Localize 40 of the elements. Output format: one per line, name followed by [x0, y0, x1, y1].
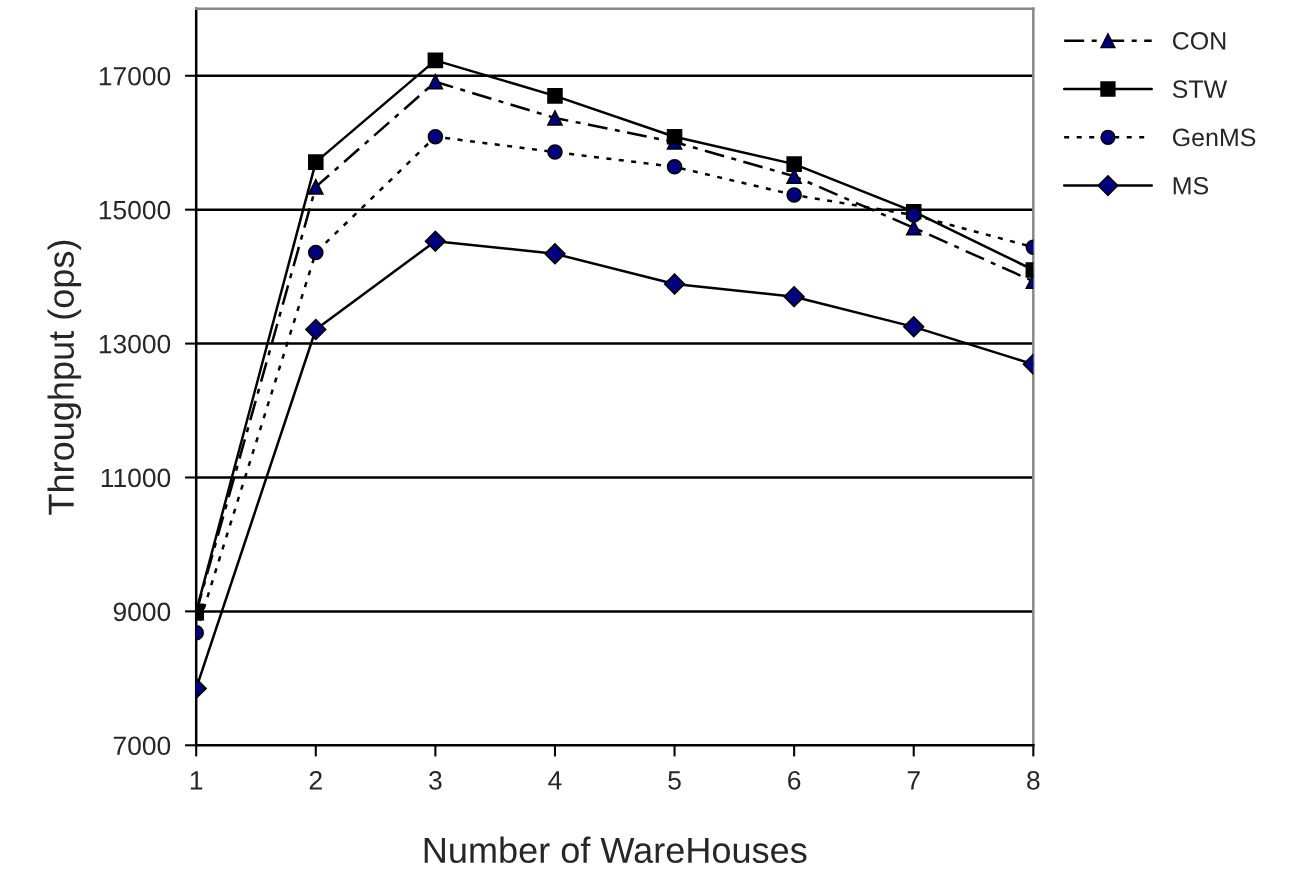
y-tick-label: 11000	[101, 468, 171, 488]
x-tick-label: 2	[309, 770, 322, 790]
point	[547, 110, 563, 126]
point	[427, 74, 444, 90]
point	[308, 244, 324, 261]
x-tick-label: 1	[190, 771, 203, 790]
x-tick-label: 6	[788, 770, 801, 790]
point	[305, 318, 327, 341]
point	[663, 273, 686, 295]
x-tick-label: 7	[907, 771, 920, 790]
point	[666, 128, 683, 145]
y-tick-label: 9000	[113, 602, 171, 622]
legend-label: MS	[1173, 176, 1209, 195]
x-tick-label: 3	[429, 770, 442, 790]
legend-label: CON	[1172, 31, 1226, 50]
x-tick-label: 5	[668, 771, 681, 790]
point	[786, 187, 802, 203]
y-axis-title: Throughput (ops)	[47, 240, 82, 515]
legend-label: STW	[1172, 80, 1228, 98]
y-tick-label: 17000	[99, 66, 171, 86]
point	[783, 286, 805, 308]
point	[427, 52, 444, 69]
point	[905, 207, 922, 223]
x-tick-label: 4	[548, 771, 562, 790]
point	[424, 230, 447, 252]
point	[903, 316, 925, 338]
x-tick-label: 8	[1027, 770, 1040, 790]
legend-label: GenMS	[1172, 128, 1256, 147]
point	[308, 179, 324, 195]
y-tick-label: 15000	[99, 200, 171, 220]
point	[666, 159, 683, 175]
point	[547, 88, 563, 104]
y-tick-label: 13000	[99, 334, 171, 354]
point	[308, 154, 324, 170]
x-axis-title: Number of WareHouses	[424, 836, 807, 864]
point	[786, 156, 802, 172]
point	[427, 128, 444, 145]
point	[544, 243, 566, 265]
y-tick-label: 7000	[113, 736, 171, 756]
point	[547, 144, 563, 160]
